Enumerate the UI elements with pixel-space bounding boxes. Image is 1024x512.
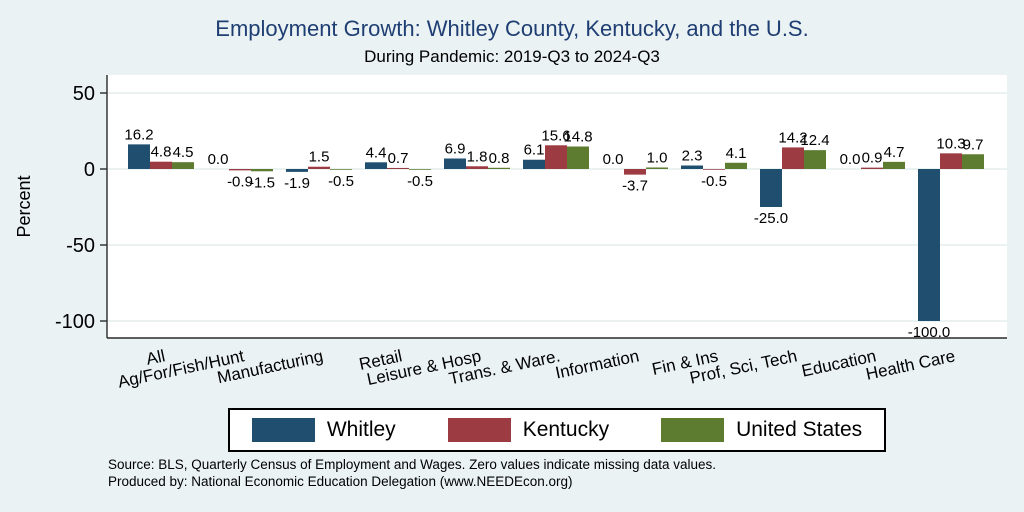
bar-value-label: 14.8 <box>563 129 592 146</box>
bar-value-label: -0.5 <box>701 173 727 190</box>
bar-united-states <box>962 154 984 169</box>
bar-value-label: 0.7 <box>388 150 409 167</box>
bar-value-label: 12.4 <box>800 132 829 149</box>
legend: Whitley Kentucky United States <box>107 408 1007 452</box>
legend-item-united-states: United States <box>661 418 862 442</box>
bar-value-label: 0.8 <box>489 150 510 167</box>
bar-value-label: 10.3 <box>936 135 965 152</box>
plot-area <box>107 75 1007 338</box>
kentucky-swatch <box>447 418 511 442</box>
bar-kentucky <box>466 166 488 169</box>
bar-value-label: 1.8 <box>467 148 488 165</box>
bar-kentucky <box>308 166 330 169</box>
bar-value-label: -1.5 <box>249 174 275 191</box>
bar-united-states <box>251 169 273 172</box>
bar-whitley <box>286 169 308 172</box>
legend-box: Whitley Kentucky United States <box>227 408 887 452</box>
bar-value-label: 0.9 <box>862 150 883 167</box>
bar-whitley <box>681 165 703 169</box>
bar-value-label: -3.7 <box>622 178 648 195</box>
bar-kentucky <box>387 167 409 169</box>
y-tick-label: 50 <box>73 83 95 105</box>
bar-value-label: 16.2 <box>124 126 153 143</box>
bar-whitley <box>918 169 940 321</box>
bar-value-label: -100.0 <box>908 324 951 341</box>
footer-notes: Source: BLS, Quarterly Census of Employm… <box>108 456 716 490</box>
bar-united-states <box>330 169 352 170</box>
bar-whitley <box>444 158 466 169</box>
bar-whitley <box>523 159 545 169</box>
bar-kentucky <box>703 169 725 170</box>
bar-united-states <box>488 167 510 169</box>
bar-kentucky <box>545 145 567 169</box>
legend-label-whitley: Whitley <box>326 418 396 441</box>
bar-value-label: 4.5 <box>173 144 194 161</box>
bar-whitley <box>128 144 150 169</box>
legend-item-kentucky: Kentucky <box>447 418 610 442</box>
bar-united-states <box>804 150 826 169</box>
bar-value-label: 4.8 <box>151 144 172 161</box>
bar-value-label: 0.0 <box>208 151 229 168</box>
source-note: Source: BLS, Quarterly Census of Employm… <box>108 457 717 472</box>
category-label: All <box>144 346 166 369</box>
bar-value-label: -0.9 <box>227 173 253 190</box>
bar-united-states <box>883 161 905 169</box>
bar-value-label: 9.7 <box>963 136 984 153</box>
bar-united-states <box>646 167 668 169</box>
y-axis-title: Percent <box>14 175 34 237</box>
legend-label-kentucky: Kentucky <box>522 418 610 441</box>
bar-value-label: 4.7 <box>884 144 905 161</box>
bar-value-label: 1.0 <box>647 149 668 166</box>
bar-united-states <box>409 169 431 170</box>
bar-value-label: 15.6 <box>541 127 570 144</box>
whitley-swatch <box>251 418 315 442</box>
bar-value-label: 0.0 <box>603 151 624 168</box>
bar-value-label: -1.9 <box>284 175 310 192</box>
bar-kentucky <box>150 161 172 169</box>
bar-united-states <box>172 162 194 169</box>
category-label: Information <box>554 346 641 382</box>
legend-item-whitley: Whitley <box>251 418 396 442</box>
bar-value-label: 4.4 <box>366 144 387 161</box>
bar-value-label: 4.1 <box>726 145 747 162</box>
bar-kentucky <box>624 169 646 175</box>
producer-note: Produced by: National Economic Education… <box>108 474 573 489</box>
bar-value-label: -25.0 <box>754 210 788 227</box>
bar-value-label: 1.5 <box>309 149 330 166</box>
y-tick-label: -100 <box>55 311 95 333</box>
bar-value-label: 6.9 <box>445 141 466 158</box>
y-tick-label: -50 <box>66 235 95 257</box>
bar-kentucky <box>861 167 883 169</box>
legend-label-united-states: United States <box>736 418 863 441</box>
bar-kentucky <box>940 153 962 169</box>
bar-united-states <box>567 146 589 169</box>
chart-subtitle: During Pandemic: 2019-Q3 to 2024-Q3 <box>364 47 660 66</box>
bar-united-states <box>725 162 747 169</box>
bar-kentucky <box>782 147 804 169</box>
bar-whitley <box>365 162 387 169</box>
y-tick-label: 0 <box>84 159 95 181</box>
united-states-swatch <box>661 418 725 442</box>
bar-value-label: -0.5 <box>407 173 433 190</box>
bar-value-label: 2.3 <box>682 148 703 165</box>
bar-value-label: 14.2 <box>778 129 807 146</box>
bar-kentucky <box>229 169 251 171</box>
bar-value-label: 6.1 <box>524 142 545 159</box>
bar-whitley <box>760 169 782 207</box>
chart-title: Employment Growth: Whitley County, Kentu… <box>215 16 809 41</box>
category-label: Health Care <box>864 346 957 383</box>
bar-value-label: 0.0 <box>840 151 861 168</box>
bar-value-label: -0.5 <box>328 173 354 190</box>
